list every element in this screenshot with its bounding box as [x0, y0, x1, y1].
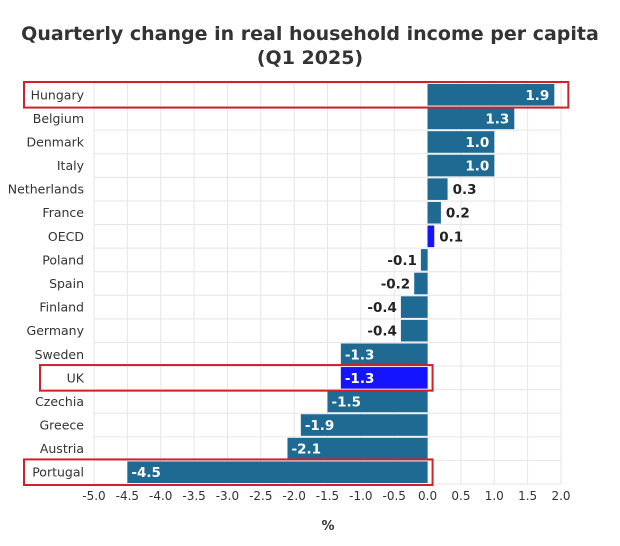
bar: [427, 131, 495, 153]
category-label: Finland: [39, 300, 84, 315]
highlight-box: [23, 458, 434, 487]
value-label: 1.9: [525, 88, 549, 104]
x-tick-label: -0.5: [383, 489, 406, 503]
value-label: -0.1: [387, 253, 417, 269]
bar: [427, 84, 555, 106]
value-label: -1.3: [345, 347, 375, 363]
bar: [427, 154, 495, 177]
value-label: 0.1: [439, 229, 463, 245]
bar: [287, 437, 428, 460]
x-tick-label: 0.0: [418, 489, 437, 503]
category-label: Czechia: [35, 394, 84, 409]
value-label: -0.2: [381, 277, 411, 293]
bar: [427, 107, 515, 130]
bar: [340, 343, 428, 366]
x-tick-label: -2.0: [282, 489, 305, 503]
value-label: -1.9: [305, 418, 335, 434]
category-label: Greece: [40, 418, 85, 433]
x-tick-label: -4.5: [116, 489, 139, 503]
bar: [127, 461, 428, 483]
value-label: -2.1: [291, 442, 321, 458]
x-tick-label: -2.5: [249, 489, 272, 503]
category-labels: Hungary Belgium Denmark Italy Netherlands Fra…: [8, 87, 85, 479]
category-label: Spain: [49, 276, 84, 291]
bar: [300, 414, 428, 436]
x-tick-label: -1.0: [349, 489, 372, 503]
bar: [427, 178, 448, 200]
chart-subtitle: (Q1 2025): [256, 47, 364, 69]
x-axis-label: %: [321, 519, 334, 534]
x-tick-label: 0.5: [451, 489, 470, 503]
x-tick-label: 2.0: [551, 489, 570, 503]
x-tick-label: -5.0: [82, 489, 105, 503]
value-label: 1.3: [485, 111, 509, 127]
value-label: 1.0: [465, 135, 489, 151]
value-labels: 1.9 1.3 1.0 1.0 0.3 0.2 0.1 -0.1 -0.2 -0.4 -0.4 -1.…: [131, 88, 549, 481]
bar: [420, 249, 428, 271]
category-label: Hungary: [31, 87, 85, 102]
bar: [400, 319, 428, 342]
x-tick-label: -1.5: [316, 489, 339, 503]
category-label: Denmark: [27, 134, 85, 149]
category-label: Germany: [27, 323, 85, 338]
x-tick-label: -3.5: [182, 489, 205, 503]
x-tick-labels: -5.0 -4.5 -4.0 -3.5 -3.0 -2.5 -2.0 -1.5 -1.0 -0.5…: [82, 489, 570, 503]
highlight-box: [39, 364, 434, 392]
category-label: Netherlands: [8, 182, 84, 197]
category-label: UK: [67, 370, 85, 385]
bar: [414, 272, 428, 295]
category-label: Poland: [42, 252, 84, 267]
x-tick-label: 1.0: [485, 489, 504, 503]
value-label: -0.4: [367, 300, 397, 316]
x-tick-label: -4.0: [149, 489, 172, 503]
bars: [127, 84, 555, 483]
highlight-box: [23, 81, 570, 109]
bar: [427, 225, 435, 248]
value-label: -4.5: [131, 465, 161, 481]
category-label: Sweden: [35, 347, 84, 362]
value-label: -1.3: [345, 371, 375, 387]
category-label: Austria: [40, 441, 84, 456]
bar: [400, 296, 428, 318]
value-label: -0.4: [367, 324, 397, 340]
category-label: France: [42, 205, 84, 220]
value-label: 0.3: [453, 182, 477, 198]
bar: [427, 201, 441, 224]
category-label: Portugal: [32, 465, 84, 480]
x-tick-label: -3.0: [216, 489, 239, 503]
value-label: -1.5: [332, 394, 362, 410]
value-label: 0.2: [446, 206, 470, 222]
chart-title: Quarterly change in real household incom…: [21, 23, 599, 45]
category-label: OECD: [48, 229, 84, 244]
value-label: 1.0: [465, 159, 489, 175]
category-label: Belgium: [33, 111, 84, 126]
x-tick-label: 1.5: [518, 489, 537, 503]
bar: [340, 367, 428, 389]
highlight-boxes: [23, 81, 570, 487]
category-label: Italy: [57, 158, 85, 173]
bar: [327, 390, 428, 413]
